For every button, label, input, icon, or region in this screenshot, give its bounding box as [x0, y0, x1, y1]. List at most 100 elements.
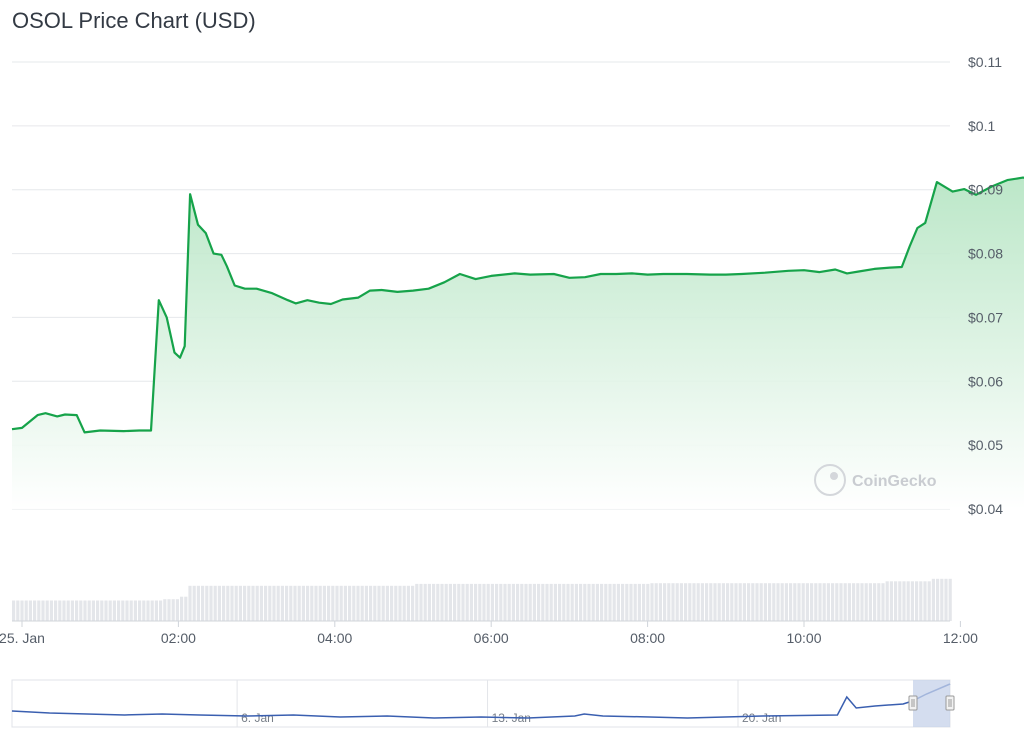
volume-bar: [532, 583, 536, 621]
x-tick-label: 02:00: [161, 630, 196, 646]
volume-bar: [289, 585, 293, 621]
volume-bar: [700, 583, 704, 621]
coingecko-watermark: CoinGecko: [814, 464, 937, 496]
volume-bar: [889, 581, 893, 621]
volume-bar: [201, 585, 205, 621]
volume-bar: [268, 585, 272, 621]
volume-bar: [104, 600, 108, 621]
volume-bar: [142, 600, 146, 621]
volume-bar: [24, 600, 28, 621]
volume-bar: [427, 583, 431, 621]
volume-bar: [852, 583, 856, 621]
volume-bar: [373, 585, 377, 621]
price-line[interactable]: [11, 123, 1024, 434]
volume-bar: [583, 583, 587, 621]
volume-bar: [369, 585, 373, 621]
volume-bar: [159, 600, 163, 621]
volume-bar: [117, 600, 121, 621]
coingecko-logo-icon: [814, 464, 846, 496]
volume-bar: [793, 583, 797, 621]
volume-bar: [587, 583, 591, 621]
volume-bar: [608, 583, 612, 621]
y-tick-label: $0.09: [968, 182, 1003, 198]
volume-bar: [331, 585, 335, 621]
volume-bar: [91, 600, 95, 621]
y-tick-label: $0.04: [968, 501, 1003, 517]
volume-bar: [910, 581, 914, 621]
volume-bar: [209, 585, 213, 621]
volume-bar: [503, 583, 507, 621]
volume-bar: [873, 583, 877, 621]
volume-bar: [738, 583, 742, 621]
volume-bar: [436, 583, 440, 621]
navigator-right-handle[interactable]: [945, 695, 955, 711]
volume-bar: [465, 583, 469, 621]
volume-bar: [881, 583, 885, 621]
volume-bar: [633, 583, 637, 621]
volume-bar: [45, 600, 49, 621]
volume-bar: [272, 585, 276, 621]
volume-bar: [927, 581, 931, 621]
volume-bar: [398, 585, 402, 621]
volume-bar: [688, 583, 692, 621]
volume-bar: [717, 583, 721, 621]
volume-bar: [831, 583, 835, 621]
volume-bar: [595, 583, 599, 621]
volume-bar: [70, 600, 74, 621]
volume-bar: [432, 583, 436, 621]
volume-bar: [915, 581, 919, 621]
volume-bar: [692, 583, 696, 621]
volume-bar: [356, 585, 360, 621]
volume-bar: [301, 585, 305, 621]
volume-bar: [776, 583, 780, 621]
price-series-line[interactable]: [11, 123, 1024, 434]
volume-bar: [230, 585, 234, 621]
volume-bar: [196, 585, 200, 621]
volume-bar: [390, 585, 394, 621]
volume-bar: [297, 585, 301, 621]
volume-bar: [188, 585, 192, 621]
volume-bar: [180, 596, 184, 621]
volume-bar: [541, 583, 545, 621]
volume-bar: [226, 585, 230, 621]
navigator-selection[interactable]: [913, 680, 950, 727]
volume-bar: [835, 583, 839, 621]
volume-bar: [705, 583, 709, 621]
volume-bar: [205, 585, 209, 621]
volume-bar: [138, 600, 142, 621]
volume-bar: [562, 583, 566, 621]
volume-bar: [679, 583, 683, 621]
volume-bar: [469, 583, 473, 621]
volume-bar: [457, 583, 461, 621]
volume-bar: [906, 581, 910, 621]
navigator-left-handle[interactable]: [908, 695, 918, 711]
volume-bar: [133, 600, 137, 621]
volume-bar: [62, 600, 66, 621]
navigator-tick-label: 20. Jan: [742, 711, 781, 725]
x-tick-label: 10:00: [786, 630, 821, 646]
volume-bar: [66, 600, 70, 621]
volume-bar: [726, 583, 730, 621]
volume-bar: [364, 585, 368, 621]
navigator[interactable]: 6. Jan 13. Jan 20. Jan: [11, 679, 955, 728]
navigator-series-line: [11, 683, 951, 719]
volume-bar: [54, 600, 58, 621]
volume-bar: [894, 581, 898, 621]
volume-bar: [600, 583, 604, 621]
volume-bar: [856, 583, 860, 621]
volume-bar: [79, 600, 83, 621]
volume-bar: [251, 585, 255, 621]
volume-bar: [625, 583, 629, 621]
volume-bar: [923, 581, 927, 621]
volume-bar: [238, 585, 242, 621]
volume-bar: [234, 585, 238, 621]
volume-bar: [637, 583, 641, 621]
volume-bar: [646, 583, 650, 621]
volume-bar: [789, 583, 793, 621]
volume-bar: [415, 583, 419, 621]
y-tick-label: $0.07: [968, 309, 1003, 325]
volume-bar: [213, 585, 217, 621]
volume-bar: [411, 585, 415, 621]
volume-bar: [713, 583, 717, 621]
